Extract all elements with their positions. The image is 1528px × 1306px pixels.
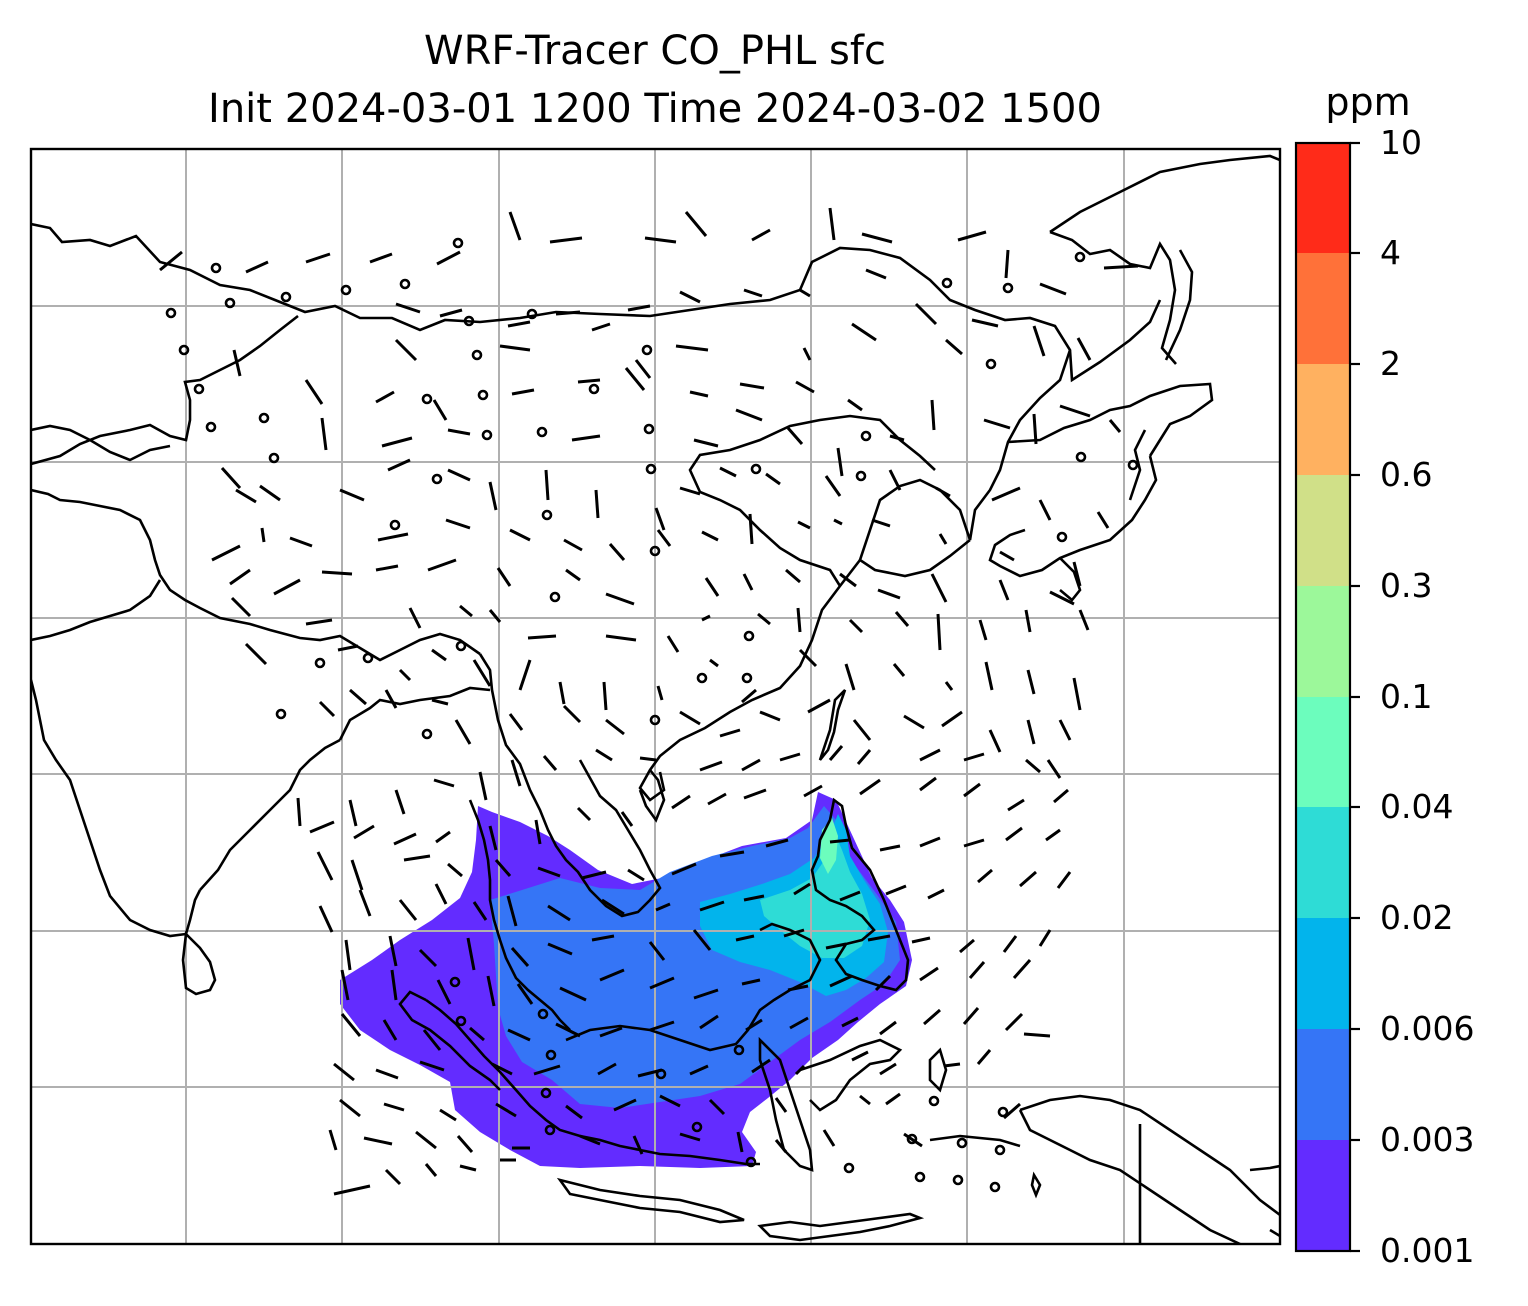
colorbar-tick: 0.1	[1380, 677, 1433, 716]
colorbar-tick: 2	[1380, 344, 1401, 383]
colorbar	[1294, 141, 1360, 1253]
colorbar-segment	[1296, 697, 1350, 807]
chart-subtitle: Init 2024-03-01 1200 Time 2024-03-02 150…	[208, 86, 1102, 132]
colorbar-segment	[1296, 143, 1350, 253]
colorbar-segment	[1296, 918, 1350, 1029]
colorbar-tick: 0.3	[1380, 566, 1433, 605]
colorbar-tick: 0.003	[1380, 1120, 1475, 1159]
colorbar-segment	[1296, 807, 1350, 918]
plume-level-4	[760, 836, 870, 958]
gridlines	[31, 149, 1280, 1244]
colorbar-segment	[1296, 253, 1350, 364]
colorbar-tick: 10	[1380, 123, 1422, 162]
calm-wind-markers	[165, 237, 1139, 1193]
colorbar-tick: 4	[1380, 233, 1401, 272]
colorbar-tick: 0.02	[1380, 898, 1454, 937]
tracer-plume	[340, 792, 912, 1168]
colorbar-segment	[1296, 364, 1350, 475]
coastlines	[31, 154, 1280, 1244]
colorbar-tick: 0.04	[1380, 787, 1454, 826]
colorbar-segment	[1296, 586, 1350, 697]
chart-title: WRF-Tracer CO_PHL sfc	[424, 28, 886, 74]
colorbar-tick: 0.6	[1380, 455, 1433, 494]
colorbar-segment	[1296, 475, 1350, 586]
colorbar-segment	[1296, 1140, 1350, 1251]
map-frame	[29, 147, 1282, 1246]
wind-barbs	[159, 207, 1139, 1196]
colorbar-tick: 0.006	[1380, 1009, 1475, 1048]
colorbar-unit: ppm	[1325, 80, 1411, 124]
colorbar-tick: 0.001	[1380, 1231, 1475, 1270]
colorbar-segment	[1296, 1029, 1350, 1140]
